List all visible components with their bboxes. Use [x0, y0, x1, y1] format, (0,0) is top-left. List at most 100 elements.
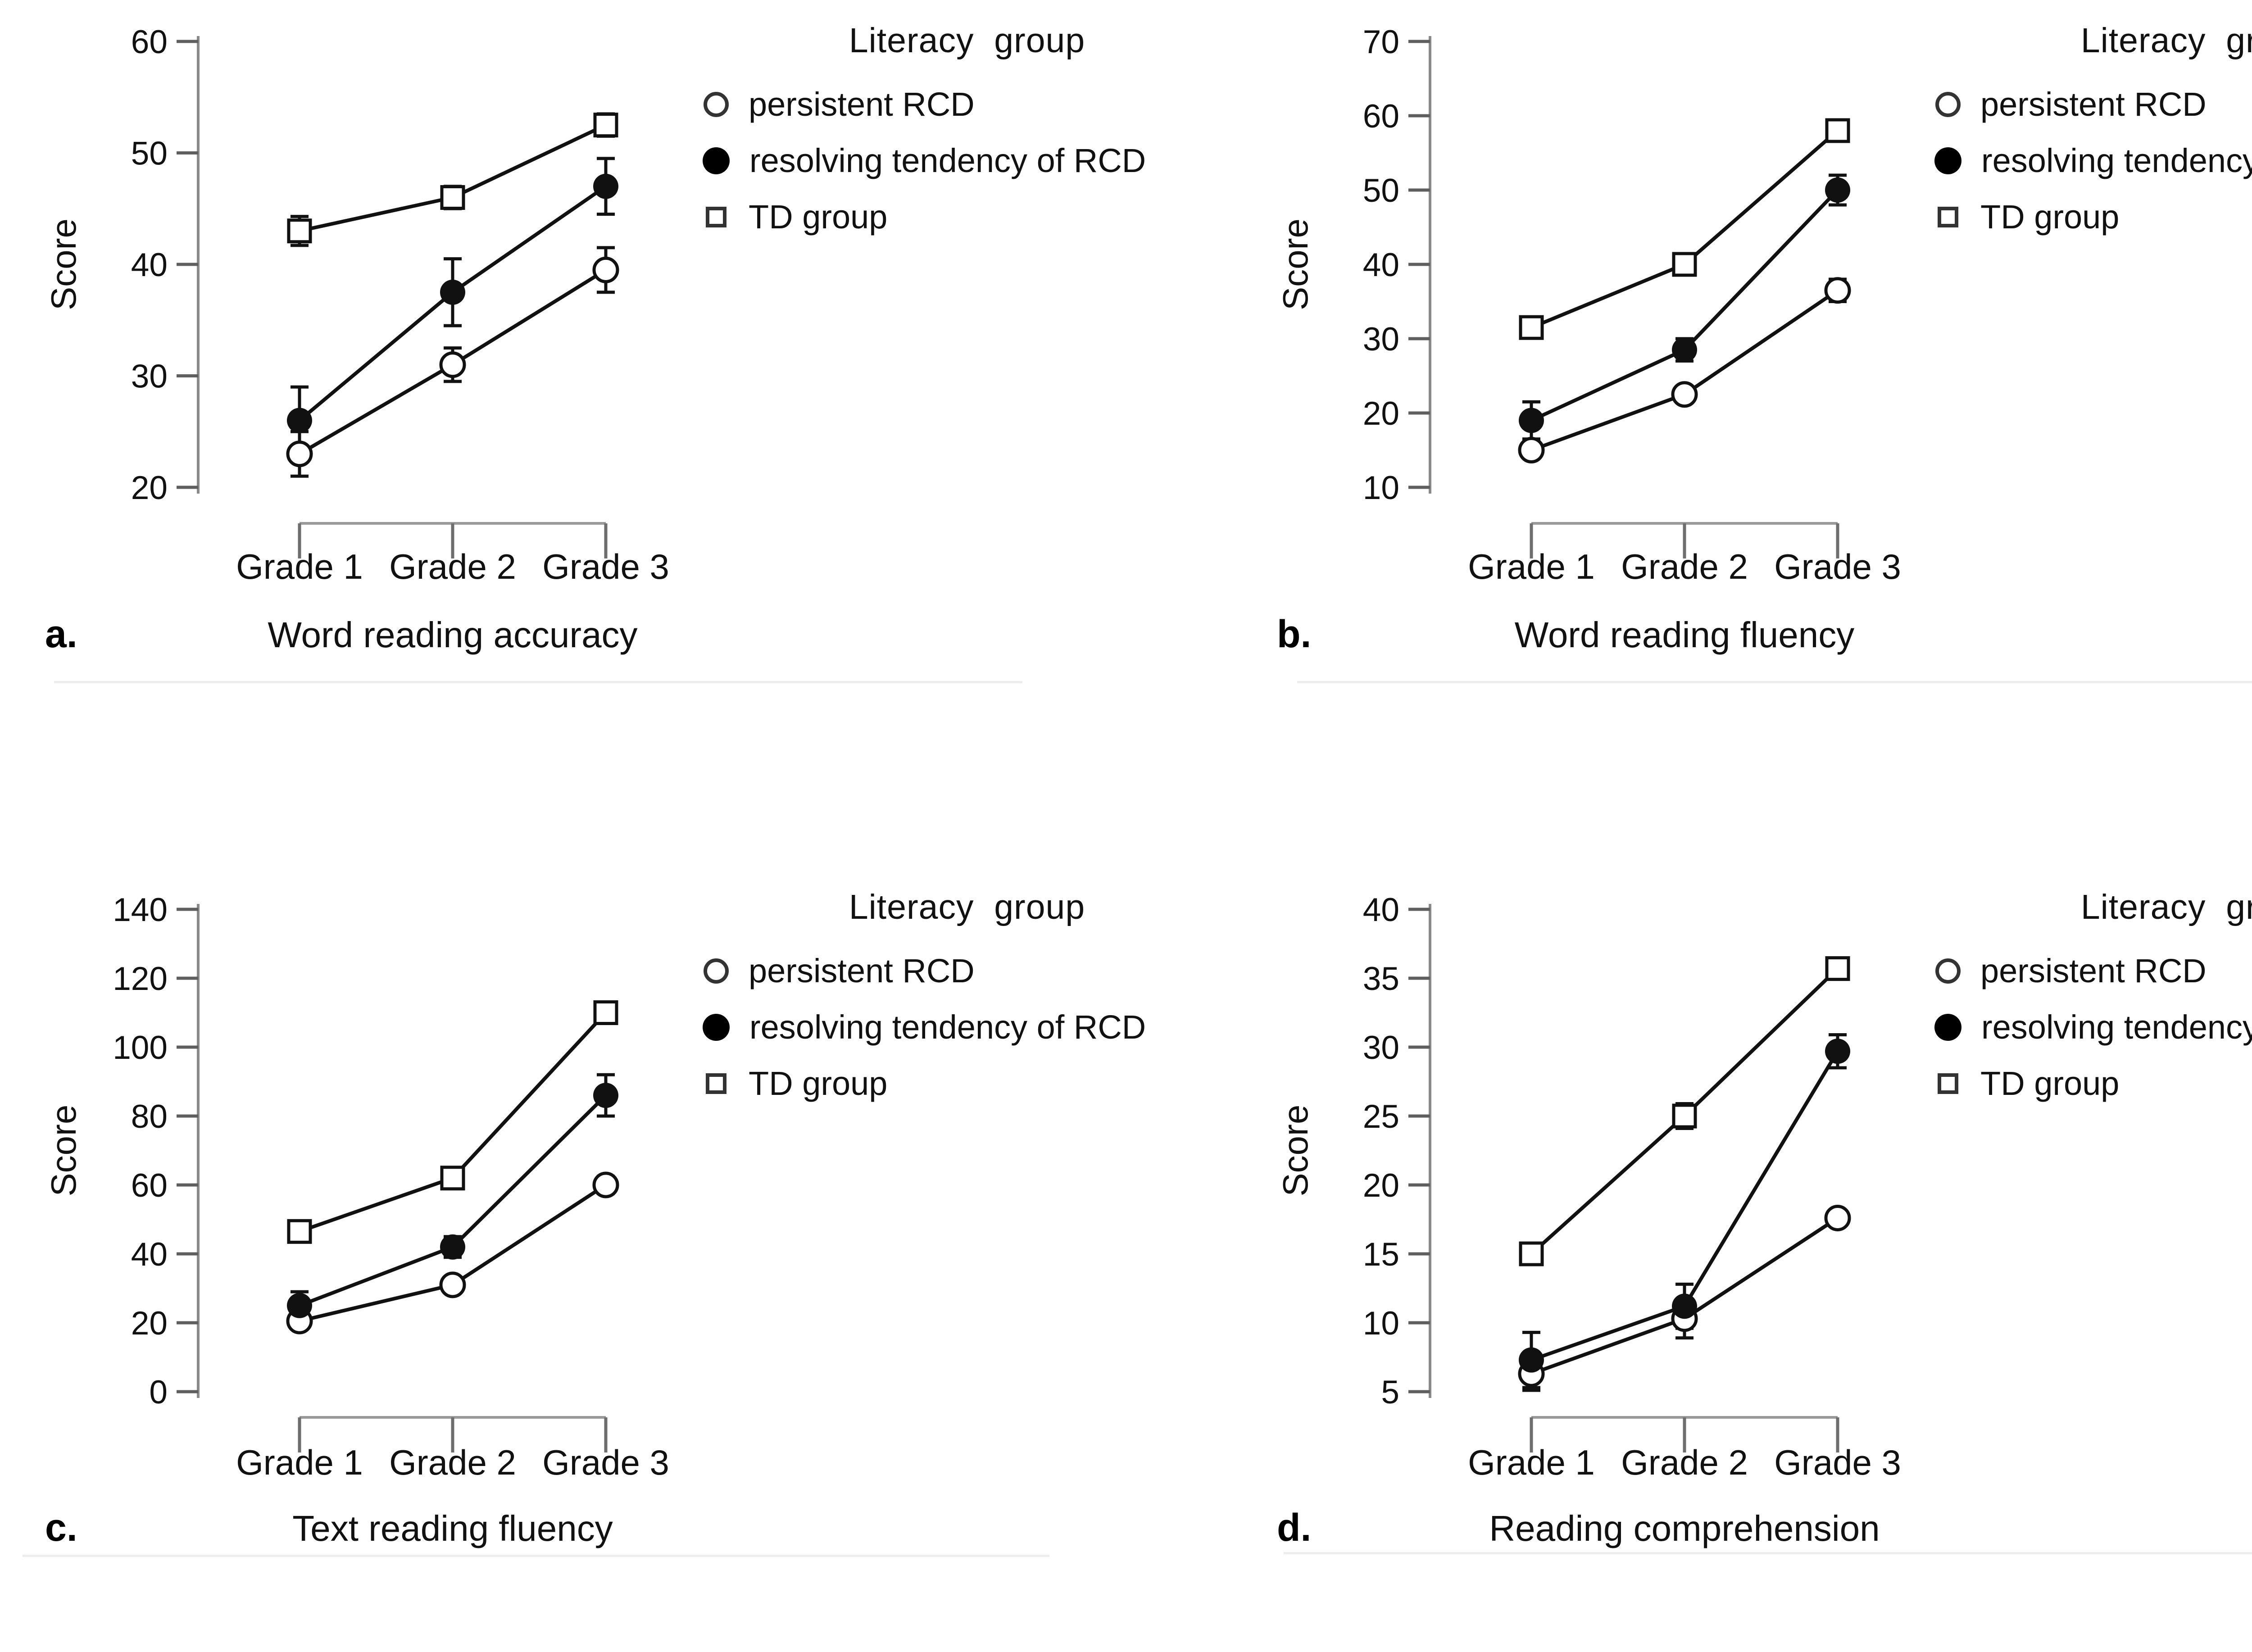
- legend-item: resolving tendency of RCD: [1934, 1008, 2252, 1046]
- y-tick-label: 40: [131, 1236, 168, 1273]
- y-tick-label: 20: [131, 1305, 168, 1342]
- y-tick-label: 30: [1363, 1030, 1399, 1066]
- series-markers-td-group: [287, 113, 618, 244]
- y-tick-label: 120: [113, 961, 168, 997]
- y-tick-label: 60: [1363, 98, 1399, 135]
- legend-title: Literacy group: [2080, 21, 2252, 60]
- x-category-label: Grade 1: [236, 1443, 363, 1482]
- legend-item-label: resolving tendency of RCD: [1981, 142, 2252, 179]
- y-tick-label: 10: [1363, 1305, 1399, 1342]
- legend-item: resolving tendency of RCD: [1934, 141, 2252, 180]
- y-axis: 5 10 15 20 25 30 35 40: [1363, 892, 1431, 1411]
- panel-letter: a.: [45, 613, 77, 656]
- legend-item: persistent RCD: [704, 85, 1230, 123]
- y-tick-label: 70: [1363, 24, 1399, 60]
- open-circle-icon: [704, 958, 729, 984]
- series-line-td-group: [1530, 129, 1839, 329]
- x-category-label: Grade 3: [542, 547, 669, 586]
- open-square-icon: [706, 1073, 726, 1094]
- y-tick-label: 0: [149, 1374, 168, 1411]
- x-axis-bracket: [1530, 522, 1839, 558]
- filled-circle-icon: [703, 147, 730, 174]
- y-tick-label: 5: [1381, 1374, 1399, 1411]
- x-category-label: Grade 2: [1621, 1443, 1748, 1482]
- y-tick-label: 40: [131, 247, 168, 283]
- series-markers-resolving-tendency-of-rcd: [1519, 177, 1850, 433]
- y-axis: 0 20 40 60 80 100 120 140: [113, 892, 200, 1411]
- y-tick-label: 30: [131, 359, 168, 395]
- panel-letter: c.: [45, 1506, 77, 1549]
- legend-item-label: TD group: [749, 198, 888, 236]
- series-markers-resolving-tendency-of-rcd: [287, 173, 618, 433]
- chart-reading-comprehension: 5 10 15 20 25 30 35 40 Score Grade 1 Grade 2 Grade …: [1276, 892, 1901, 1549]
- legend-item: TD group: [1935, 1064, 2252, 1103]
- legend: Literacy group persistent RCD resolving …: [1934, 21, 2252, 254]
- y-tick-label: 40: [1363, 247, 1399, 283]
- series-markers-td-group: [287, 1000, 618, 1244]
- panel-letter: b.: [1277, 613, 1311, 656]
- panel-letter: d.: [1277, 1506, 1311, 1549]
- open-square-icon: [1938, 1073, 1958, 1094]
- series-line-td-group: [299, 1011, 607, 1234]
- chart-word-reading-accuracy: 20 30 40 50 60 Score Grade 1 Grade 2 Grade 3 Word…: [44, 24, 669, 656]
- legend: Literacy group persistent RCD resolving …: [703, 887, 1230, 1121]
- chart-title: Word reading fluency: [1515, 615, 1855, 655]
- y-axis-title: Score: [1276, 218, 1315, 310]
- y-axis-title: Score: [44, 1105, 83, 1197]
- legend-item-label: persistent RCD: [749, 86, 975, 123]
- legend-item: persistent RCD: [1935, 85, 2252, 123]
- y-tick-label: 30: [1363, 321, 1399, 358]
- legend-item: TD group: [1935, 198, 2252, 236]
- figure-root: 20 30 40 50 60 Score Grade 1 Grade 2 Grade 3 Word…: [0, 0, 2252, 1557]
- open-circle-icon: [1935, 958, 1961, 984]
- series-markers-td-group: [1519, 956, 1850, 1266]
- legend: Literacy group persistent RCD resolving …: [1934, 887, 2252, 1121]
- y-tick-label: 80: [131, 1098, 168, 1135]
- legend-item: persistent RCD: [704, 952, 1230, 990]
- error-bars-persistent-rcd: [1522, 277, 1847, 459]
- y-tick-label: 60: [131, 24, 168, 60]
- chart-title: Reading comprehension: [1489, 1508, 1880, 1548]
- y-tick-label: 15: [1363, 1236, 1399, 1273]
- error-bars-td-group: [291, 112, 615, 247]
- x-category-label: Grade 2: [389, 1443, 516, 1482]
- y-axis-title: Score: [1276, 1105, 1315, 1197]
- series-markers-resolving-tendency-of-rcd: [287, 1083, 618, 1318]
- y-axis-title: Score: [44, 218, 83, 310]
- divider-line: [1297, 681, 2252, 683]
- series-line-persistent-rcd: [1530, 289, 1839, 452]
- y-tick-label: 100: [113, 1030, 168, 1066]
- x-category-label: Grade 2: [1621, 547, 1748, 586]
- y-tick-label: 35: [1363, 961, 1399, 997]
- x-category-label: Grade 2: [389, 547, 516, 586]
- legend-item-label: TD group: [1980, 1065, 2120, 1102]
- y-axis: 20 30 40 50 60: [131, 24, 200, 506]
- x-category-label: Grade 3: [542, 1443, 669, 1482]
- x-category-label: Grade 1: [236, 547, 363, 586]
- legend-item-label: resolving tendency of RCD: [1981, 1008, 2252, 1046]
- chart-text-reading-fluency: 0 20 40 60 80 100 120 140 Score Grade 1 Grade 2 Gra…: [44, 892, 669, 1549]
- filled-circle-icon: [1934, 1013, 1961, 1041]
- legend-title: Literacy group: [849, 21, 1085, 60]
- x-axis-bracket: [298, 1416, 608, 1452]
- divider-line: [1284, 1552, 2252, 1554]
- x-category-label: Grade 1: [1468, 547, 1595, 586]
- filled-circle-icon: [703, 1013, 730, 1041]
- series-markers-td-group: [1519, 118, 1850, 340]
- panel-b: 10 20 30 40 50 60 70 Score Grade 1 Grade 2 Grade 3…: [1232, 0, 2252, 785]
- open-square-icon: [1938, 206, 1958, 227]
- y-tick-label: 20: [1363, 1167, 1399, 1204]
- chart-title: Word reading accuracy: [268, 615, 637, 655]
- series-line-td-group: [299, 123, 607, 233]
- legend-item-label: resolving tendency of RCD: [749, 1008, 1146, 1046]
- y-tick-label: 40: [1363, 892, 1399, 928]
- legend: Literacy group persistent RCD resolving …: [703, 21, 1230, 254]
- divider-line: [23, 1555, 1049, 1557]
- x-category-label: Grade 1: [1468, 1443, 1595, 1482]
- panel-a: 20 30 40 50 60 Score Grade 1 Grade 2 Grade 3 Word…: [0, 0, 1232, 785]
- legend-item-label: persistent RCD: [1980, 86, 2207, 123]
- filled-circle-icon: [1934, 147, 1961, 174]
- y-axis: 10 20 30 40 50 60 70: [1363, 24, 1431, 506]
- legend-title: Literacy group: [2080, 888, 2252, 926]
- x-category-label: Grade 3: [1774, 1443, 1901, 1482]
